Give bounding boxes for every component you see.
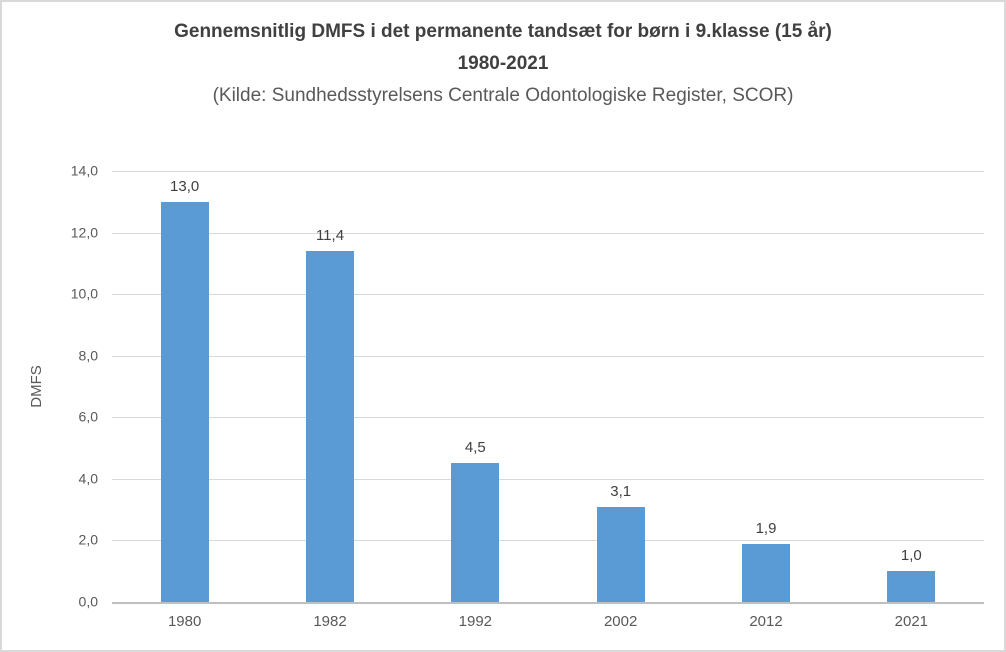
bar-value-label: 4,5 (464, 439, 486, 457)
bar (306, 251, 354, 602)
gridline (112, 232, 984, 234)
y-tick-label: 10,0 (70, 285, 98, 302)
x-axis-line (112, 602, 984, 604)
bar-value-label: 1,0 (900, 547, 922, 565)
y-tick-label: 14,0 (70, 162, 98, 179)
bar-value-label: 1,9 (755, 519, 777, 537)
plot-area: 0,0 2,0 4,0 6,0 8,0 10,0 12,0 14,0 13,0 1980 11,4 1… (71, 163, 984, 630)
y-tick-label: 0,0 (78, 593, 98, 610)
bar (451, 463, 500, 602)
y-tick-label: 4,0 (78, 470, 98, 487)
x-tick-label: 1982 (313, 613, 347, 630)
bar (887, 571, 936, 602)
bar-value-label: 13,0 (170, 177, 200, 195)
y-tick-label: 8,0 (78, 347, 98, 364)
y-axis-title-text: DMFS (27, 365, 45, 408)
chart-source: (Kilde: Sundhedsstyrelsens Centrale Odon… (212, 85, 794, 106)
y-tick-label: 12,0 (70, 224, 98, 241)
gridline (112, 540, 984, 542)
chart-title-line1: Gennemsnitlig DMFS i det permanente tand… (174, 21, 832, 42)
gridline (112, 355, 984, 357)
chart-header: Gennemsnitlig DMFS i det permanente tand… (2, 16, 1004, 112)
bar (596, 506, 645, 602)
x-tick-label: 1992 (458, 613, 493, 630)
bar (742, 543, 790, 602)
gridline (112, 171, 984, 172)
x-tick-label: 2021 (894, 613, 929, 630)
y-axis-title: DMFS (18, 171, 54, 602)
x-tick-label: 2002 (603, 613, 638, 630)
gridline (112, 294, 984, 296)
x-tick-label: 1980 (167, 613, 202, 630)
bar-value-label: 11,4 (315, 227, 345, 245)
chart-title-line2: 1980-2021 (457, 53, 549, 74)
gridline (112, 478, 984, 480)
gridline (112, 417, 984, 419)
x-tick-label: 2012 (749, 613, 783, 630)
y-tick-label: 6,0 (78, 408, 98, 425)
bar (160, 201, 209, 602)
bar-value-label: 3,1 (610, 482, 632, 500)
y-tick-label: 2,0 (78, 532, 98, 549)
